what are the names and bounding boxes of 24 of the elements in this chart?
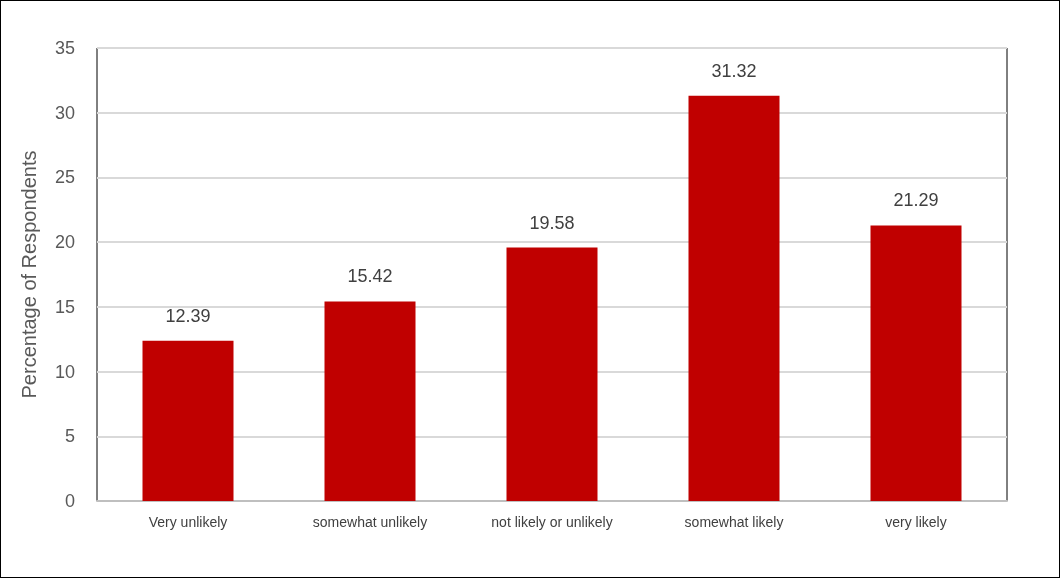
bar — [324, 301, 416, 501]
bar — [506, 247, 598, 501]
x-tick-label: not likely or unlikely — [491, 514, 613, 530]
y-tick-label: 10 — [54, 361, 75, 382]
y-tick-label: 5 — [64, 426, 75, 447]
data-label: 21.29 — [893, 190, 939, 211]
bar — [142, 340, 234, 501]
y-tick-label: 15 — [54, 296, 75, 317]
data-label: 19.58 — [529, 212, 575, 233]
x-tick-label: somewhat likely — [684, 514, 784, 530]
bar — [688, 95, 780, 501]
y-tick-label: 30 — [54, 102, 75, 123]
data-label: 31.32 — [711, 60, 757, 81]
data-label: 12.39 — [165, 305, 211, 326]
x-tick-label: Very unlikely — [148, 514, 228, 530]
y-tick-label: 0 — [64, 491, 75, 511]
x-tick-label: somewhat unlikely — [312, 514, 428, 530]
y-tick-label: 20 — [54, 232, 75, 253]
y-tick-label: 25 — [54, 167, 75, 188]
x-tick-label: very likely — [885, 514, 947, 530]
bar — [870, 225, 962, 501]
y-tick-label: 35 — [54, 38, 75, 58]
y-axis-title: Percentage of Respondents — [18, 150, 40, 399]
data-label: 15.42 — [347, 266, 393, 287]
